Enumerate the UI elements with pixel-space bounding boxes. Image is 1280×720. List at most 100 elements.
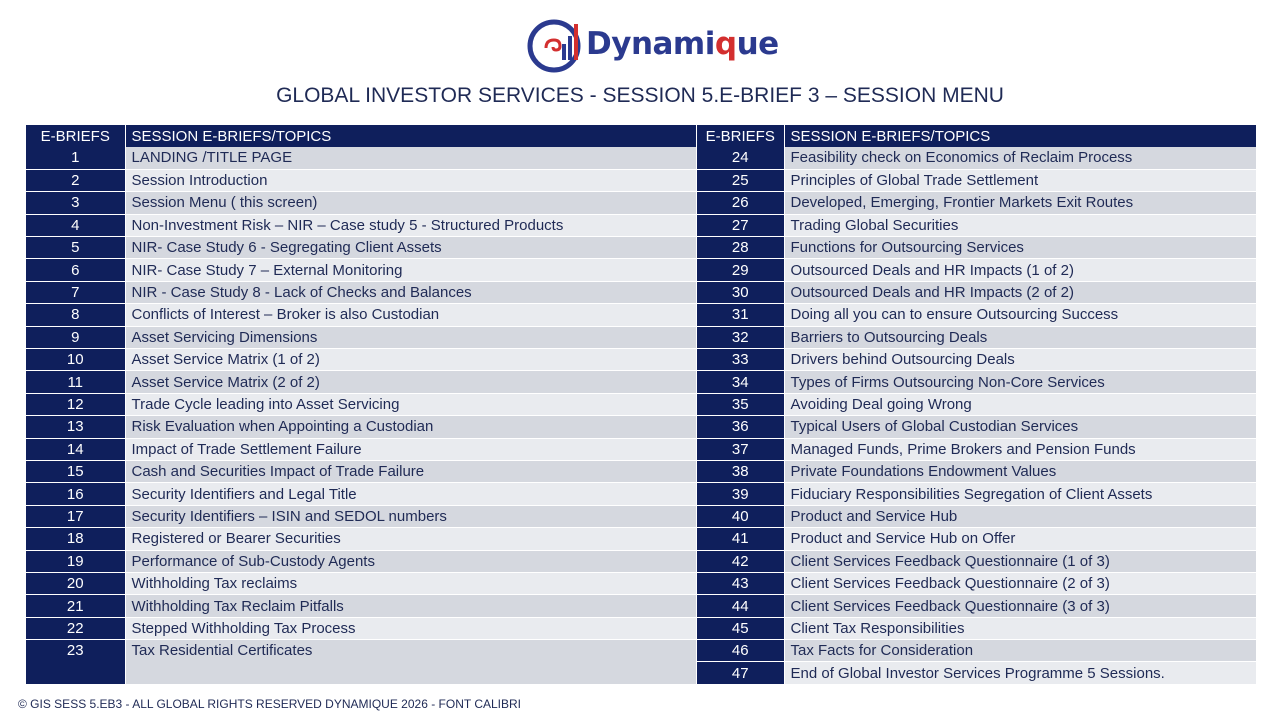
- ebrief-number: 46: [697, 639, 785, 663]
- table-row: 19 Performance of Sub-Custody Agents: [26, 550, 696, 573]
- ebrief-topic: Feasibility check on Economics of Reclai…: [784, 147, 1256, 170]
- header-ebriefs: E-BRIEFS: [697, 125, 785, 147]
- ebrief-number: 10: [26, 348, 126, 372]
- ebrief-number: 22: [26, 617, 126, 641]
- table-row: 38 Private Foundations Endowment Values: [697, 460, 1256, 484]
- ebrief-number: 30: [697, 281, 785, 305]
- table-row: 1 LANDING /TITLE PAGE: [26, 147, 696, 170]
- table-row: 16 Security Identifiers and Legal Title: [26, 482, 696, 506]
- ebrief-number: 14: [26, 438, 126, 461]
- ebrief-number: 36: [697, 415, 785, 439]
- ebrief-number: 25: [697, 169, 785, 193]
- header-topics: SESSION E-BRIEFS/TOPICS: [125, 125, 697, 147]
- ebrief-topic: Trade Cycle leading into Asset Servicing: [125, 393, 696, 417]
- ebrief-topic: Client Services Feedback Questionnaire (…: [784, 572, 1256, 596]
- ebrief-topic: Asset Service Matrix (1 of 2): [125, 348, 696, 372]
- table-row: 14 Impact of Trade Settlement Failure: [26, 438, 696, 461]
- ebrief-topic: Trading Global Securities: [784, 214, 1256, 238]
- ebrief-topic: Client Services Feedback Questionnaire (…: [784, 550, 1256, 573]
- table-row: 2 Session Introduction: [26, 169, 696, 193]
- table-row: 34 Types of Firms Outsourcing Non-Core Se…: [697, 370, 1256, 394]
- table-row: 42 Client Services Feedback Questionnaire…: [697, 550, 1256, 573]
- ebrief-number: 35: [697, 393, 785, 417]
- ebrief-topic: Conflicts of Interest – Broker is also C…: [125, 303, 696, 327]
- ebrief-number: 34: [697, 370, 785, 394]
- table-row: 4 Non-Investment Risk – NIR – Case study …: [26, 214, 696, 238]
- table-row: 9 Asset Servicing Dimensions: [26, 326, 696, 350]
- ebrief-topic: Functions for Outsourcing Services: [784, 236, 1256, 260]
- table-row: 28 Functions for Outsourcing Services: [697, 236, 1256, 260]
- table-row: 27 Trading Global Securities: [697, 214, 1256, 238]
- topics-table-left: E-BRIEFS SESSION E-BRIEFS/TOPICS 1 LANDIN…: [26, 125, 697, 686]
- ebrief-number: 23: [26, 639, 126, 686]
- ebrief-topic: Product and Service Hub: [784, 505, 1256, 529]
- table-row: 41 Product and Service Hub on Offer: [697, 527, 1256, 551]
- table-row: 17 Security Identifiers – ISIN and SEDOL …: [26, 505, 696, 529]
- ebrief-number: 8: [26, 303, 126, 327]
- table-row: 8 Conflicts of Interest – Broker is also …: [26, 303, 696, 327]
- ebrief-number: 41: [697, 527, 785, 551]
- table-header-row: E-BRIEFS SESSION E-BRIEFS/TOPICS: [697, 125, 1257, 147]
- ebrief-topic: Private Foundations Endowment Values: [784, 460, 1256, 484]
- table-row: 11 Asset Service Matrix (2 of 2): [26, 370, 696, 394]
- table-row: 10 Asset Service Matrix (1 of 2): [26, 348, 696, 372]
- copyright-footer: © GIS SESS 5.EB3 - ALL GLOBAL RIGHTS RES…: [18, 697, 522, 711]
- ebrief-topic: Developed, Emerging, Frontier Markets Ex…: [784, 191, 1256, 215]
- table-row: 32 Barriers to Outsourcing Deals: [697, 326, 1256, 350]
- table-row: 26 Developed, Emerging, Frontier Markets …: [697, 191, 1256, 215]
- ebrief-number: 17: [26, 505, 126, 529]
- ebrief-topic: Drivers behind Outsourcing Deals: [784, 348, 1256, 372]
- table-row: 44 Client Services Feedback Questionnaire…: [697, 594, 1256, 618]
- ebrief-number: 2: [26, 169, 126, 193]
- ebrief-topic: Client Services Feedback Questionnaire (…: [784, 594, 1256, 618]
- ebrief-topic: NIR- Case Study 7 – External Monitoring: [125, 258, 696, 282]
- table-row: 15 Cash and Securities Impact of Trade Fa…: [26, 460, 696, 484]
- ebrief-number: 6: [26, 258, 126, 282]
- table-header-row: E-BRIEFS SESSION E-BRIEFS/TOPICS: [26, 125, 697, 147]
- logo-mark-icon: [527, 19, 581, 73]
- ebrief-topic: Session Menu ( this screen): [125, 191, 696, 215]
- ebrief-topic: Product and Service Hub on Offer: [784, 527, 1256, 551]
- table-row: 31 Doing all you can to ensure Outsourcin…: [697, 303, 1256, 327]
- ebrief-number: 29: [697, 258, 785, 282]
- table-row: 24 Feasibility check on Economics of Recl…: [697, 147, 1256, 170]
- page-title: GLOBAL INVESTOR SERVICES - SESSION 5.E-B…: [276, 84, 1004, 107]
- table-row: 7 NIR - Case Study 8 - Lack of Checks and…: [26, 281, 696, 305]
- ebrief-number: 20: [26, 572, 126, 596]
- ebrief-topic: Asset Service Matrix (2 of 2): [125, 370, 696, 394]
- ebrief-topic: Barriers to Outsourcing Deals: [784, 326, 1256, 350]
- ebrief-number: 38: [697, 460, 785, 484]
- ebrief-topic: Avoiding Deal going Wrong: [784, 393, 1256, 417]
- topics-table-right: E-BRIEFS SESSION E-BRIEFS/TOPICS 24 Feasi…: [697, 125, 1257, 685]
- ebrief-number: 21: [26, 594, 126, 618]
- table-row: 35 Avoiding Deal going Wrong: [697, 393, 1256, 417]
- ebrief-number: 44: [697, 594, 785, 618]
- brand-name: Dynamique: [586, 26, 779, 62]
- ebrief-topic: Withholding Tax reclaims: [125, 572, 696, 596]
- table-row: 39 Fiduciary Responsibilities Segregation…: [697, 482, 1256, 506]
- ebrief-topic: Stepped Withholding Tax Process: [125, 617, 696, 641]
- ebrief-topic: Registered or Bearer Securities: [125, 527, 696, 551]
- ebrief-topic: Doing all you can to ensure Outsourcing …: [784, 303, 1256, 327]
- ebrief-number: 24: [697, 147, 785, 170]
- ebrief-topic: Client Tax Responsibilities: [784, 617, 1256, 641]
- ebrief-number: 5: [26, 236, 126, 260]
- ebrief-topic: NIR - Case Study 8 - Lack of Checks and …: [125, 281, 696, 305]
- ebrief-topic: Types of Firms Outsourcing Non-Core Serv…: [784, 370, 1256, 394]
- ebrief-topic: Performance of Sub-Custody Agents: [125, 550, 696, 573]
- ebrief-topic: Security Identifiers – ISIN and SEDOL nu…: [125, 505, 696, 529]
- ebrief-number: 33: [697, 348, 785, 372]
- ebrief-number: 4: [26, 214, 126, 238]
- ebrief-topic: Impact of Trade Settlement Failure: [125, 438, 696, 461]
- ebrief-topic: Tax Facts for Consideration: [784, 639, 1256, 663]
- ebrief-topic: Asset Servicing Dimensions: [125, 326, 696, 350]
- header-topics: SESSION E-BRIEFS/TOPICS: [784, 125, 1257, 147]
- ebrief-number: 28: [697, 236, 785, 260]
- ebrief-topic: LANDING /TITLE PAGE: [125, 147, 696, 170]
- ebrief-number: 16: [26, 482, 126, 506]
- ebrief-number: 40: [697, 505, 785, 529]
- ebrief-number: 13: [26, 415, 126, 439]
- ebrief-topic: Session Introduction: [125, 169, 696, 193]
- header-ebriefs: E-BRIEFS: [26, 125, 126, 147]
- ebrief-number: 42: [697, 550, 785, 573]
